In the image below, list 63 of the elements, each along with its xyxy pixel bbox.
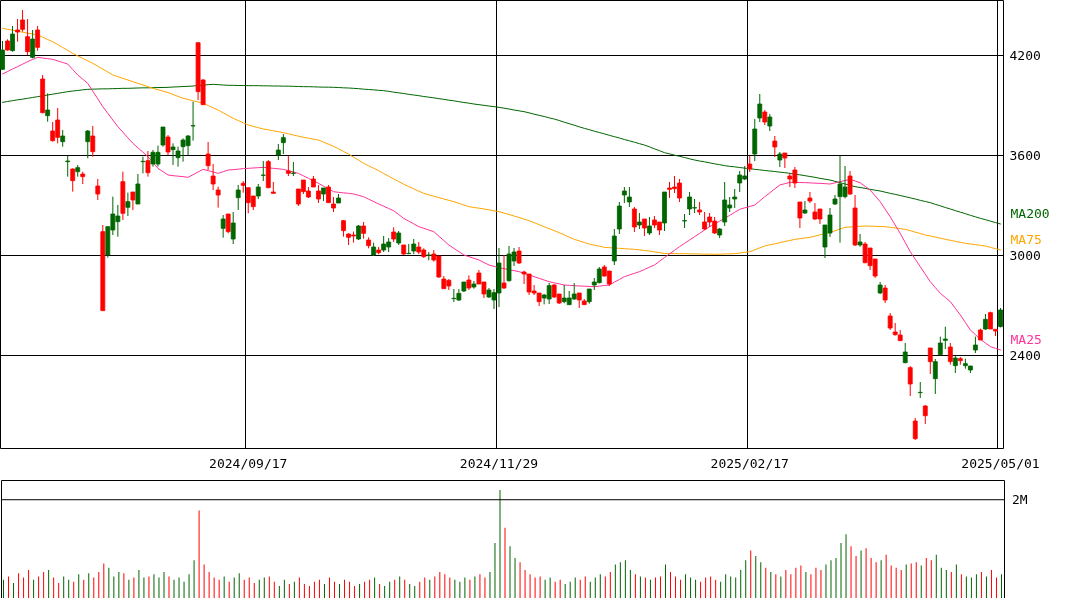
candlestick xyxy=(917,381,923,399)
x-tick-label: 2025/05/01 xyxy=(961,455,1040,471)
candlestick xyxy=(225,213,231,234)
candlestick xyxy=(942,326,948,350)
candlestick xyxy=(722,181,728,227)
y-tick-label: 2400 xyxy=(1009,347,1041,363)
candlestick xyxy=(95,178,101,201)
candlestick xyxy=(235,184,241,211)
candlestick xyxy=(857,233,863,248)
candlestick xyxy=(260,160,266,182)
candlestick xyxy=(922,404,928,425)
candlestick xyxy=(802,200,808,215)
series-label: MA25 xyxy=(1010,332,1042,347)
candlestick xyxy=(737,170,743,193)
candlestick xyxy=(772,135,778,158)
candlestick xyxy=(907,365,913,397)
candlestick xyxy=(125,192,131,217)
candlestick xyxy=(280,133,286,155)
candlestick xyxy=(35,25,41,52)
candlestick xyxy=(135,173,141,205)
x-tick-label: 2024/11/29 xyxy=(459,455,539,471)
series-label: MA200 xyxy=(1010,206,1050,221)
candlestick xyxy=(501,254,507,290)
candlestick xyxy=(947,342,953,366)
candlestick xyxy=(626,186,632,208)
ref-line-label: 2M xyxy=(1012,491,1028,507)
candlestick xyxy=(145,150,151,178)
candlestick xyxy=(215,186,221,209)
candlestick xyxy=(165,134,171,156)
candlestick xyxy=(230,211,236,245)
candlestick xyxy=(0,40,5,71)
candlestick xyxy=(70,167,76,193)
candlestick xyxy=(130,191,136,211)
line-series xyxy=(2,27,1001,255)
candlestick xyxy=(807,191,813,204)
candlestick xyxy=(937,336,943,357)
y-tick-label: 3000 xyxy=(1009,247,1041,263)
candlestick xyxy=(10,25,15,53)
candlestick xyxy=(912,417,918,441)
candlestick xyxy=(160,126,166,148)
candlestick xyxy=(616,201,622,235)
candlestick xyxy=(797,201,803,229)
candlestick xyxy=(406,243,412,255)
candlestick xyxy=(932,358,938,395)
candlestick xyxy=(85,129,91,159)
x-tick-label: 2024/09/17 xyxy=(209,455,288,471)
candlestick xyxy=(632,206,637,233)
candlestick xyxy=(285,155,291,177)
y-tick-label: 4200 xyxy=(1009,47,1041,63)
candlestick xyxy=(220,214,226,239)
candlestick xyxy=(50,121,56,143)
candlestick xyxy=(30,29,35,59)
candlestick xyxy=(45,92,51,123)
candlestick xyxy=(140,156,146,174)
candlestick xyxy=(90,125,96,158)
series-label: MA75 xyxy=(1010,232,1042,247)
candlestick xyxy=(65,155,71,178)
candlestick xyxy=(927,347,933,375)
candlestick xyxy=(732,188,738,209)
x-tick-label: 2025/02/17 xyxy=(710,455,789,471)
candlestick xyxy=(25,18,30,56)
y-tick-label: 3600 xyxy=(1009,147,1041,163)
candlestick xyxy=(757,93,763,123)
